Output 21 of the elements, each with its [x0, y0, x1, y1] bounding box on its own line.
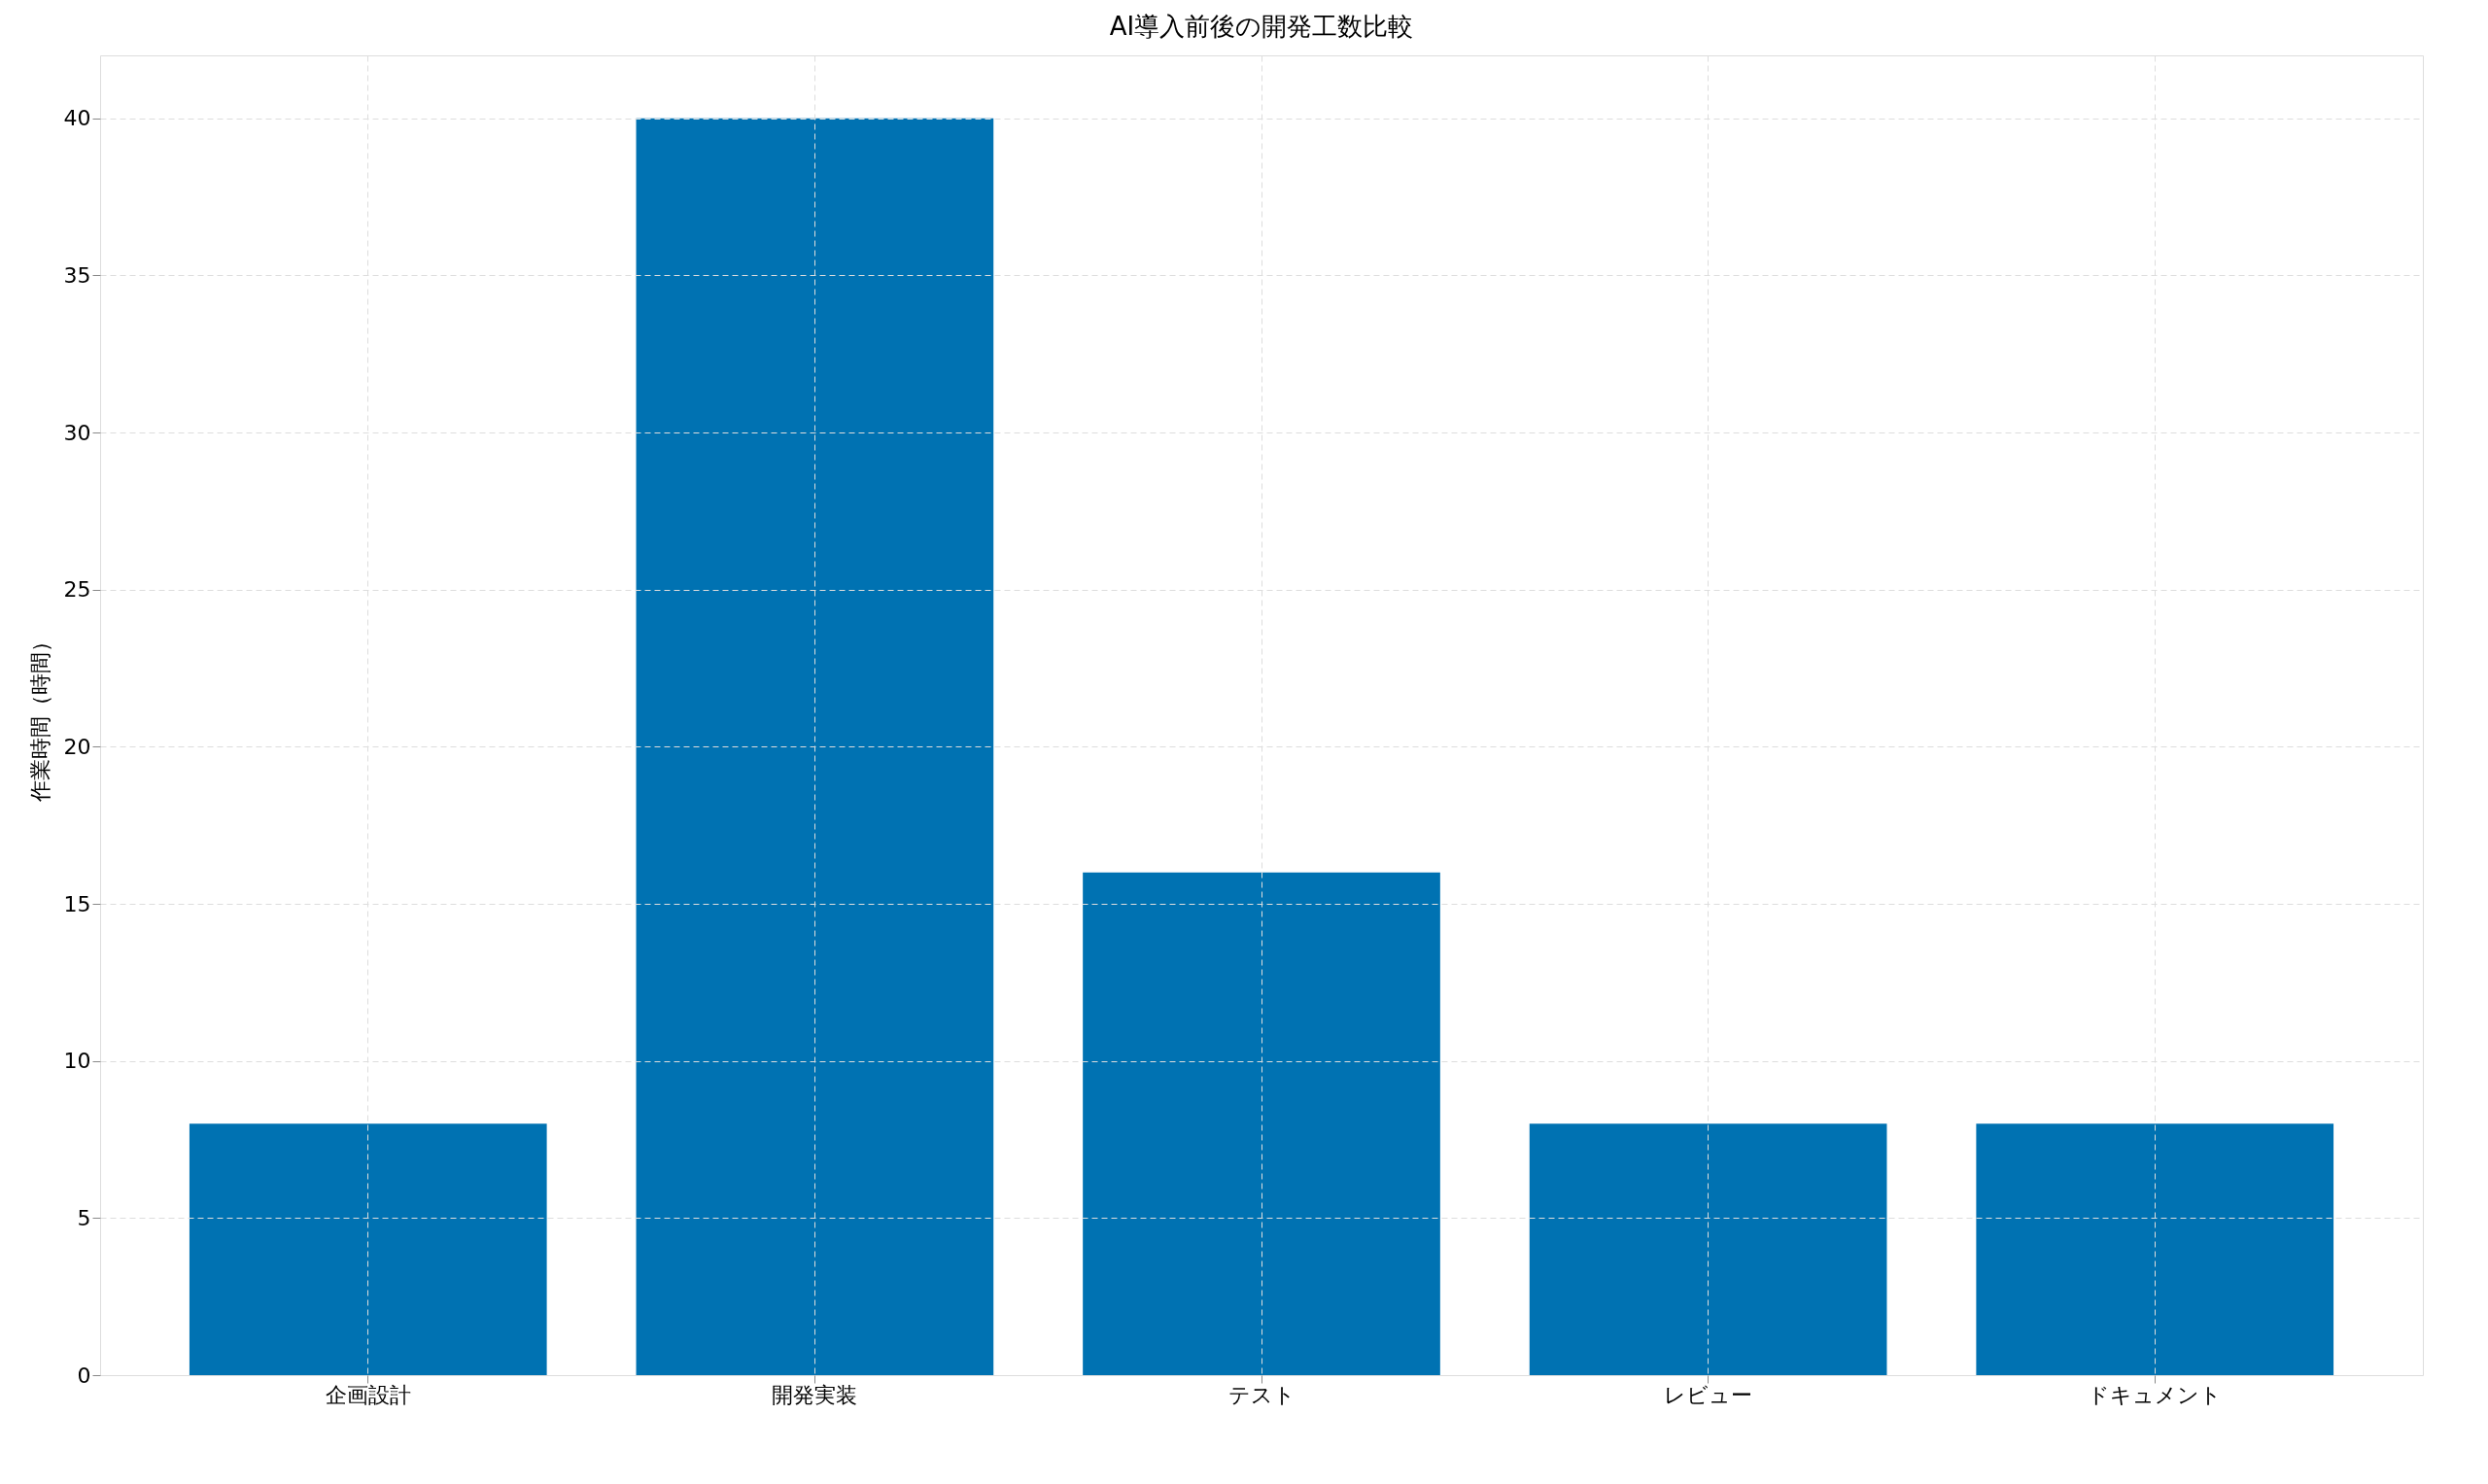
y-tick-label: 5	[77, 1205, 91, 1230]
bar	[1529, 1123, 1887, 1375]
y-tick-label: 25	[63, 577, 91, 603]
chart-title: AI導入前後の開発工数比較	[1109, 12, 1414, 41]
y-tick-label: 30	[63, 420, 91, 445]
x-tick-label: ドキュメント	[2088, 1382, 2223, 1407]
x-tick-label: テスト	[1227, 1382, 1296, 1407]
y-tick-label: 35	[63, 262, 91, 288]
x-tick-label: レビュー	[1664, 1382, 1753, 1407]
y-axis-title: 作業時間（時間）	[27, 630, 52, 803]
x-tick-label: 開発実装	[772, 1382, 858, 1407]
y-tick-label: 20	[63, 734, 91, 759]
y-tick-label: 10	[63, 1049, 91, 1074]
bar	[636, 118, 994, 1375]
y-tick-label: 0	[77, 1363, 91, 1388]
bar	[189, 1123, 547, 1375]
bar	[1976, 1123, 2334, 1375]
y-tick-label: 40	[63, 106, 91, 131]
y-tick-label: 15	[63, 891, 91, 916]
bar	[1083, 872, 1440, 1375]
x-tick-label: 企画設計	[325, 1382, 411, 1407]
